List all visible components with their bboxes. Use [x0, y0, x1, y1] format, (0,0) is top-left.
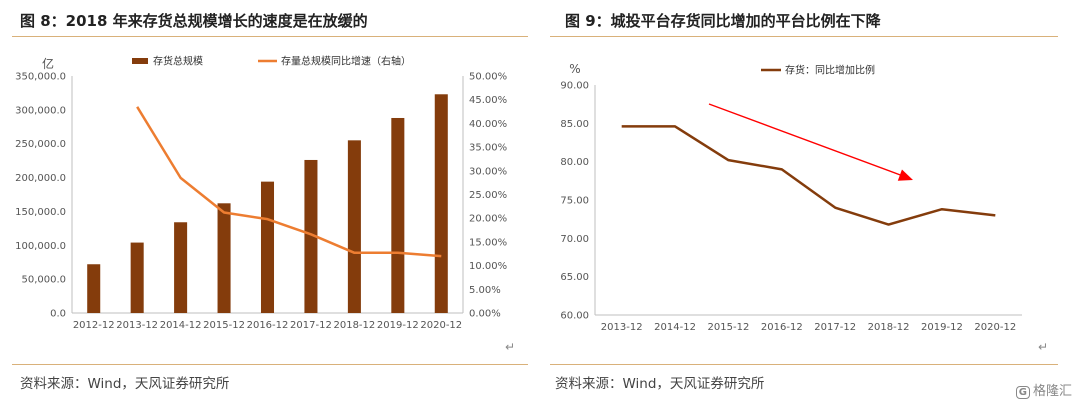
x-tick-label: 2018-12 [868, 322, 910, 333]
line-growth-rate [136, 106, 442, 258]
left-chart-title: 图 8：2018 年来存货总规模增长的速度是在放缓的 [20, 12, 368, 30]
x-tick-label: 2017-12 [290, 320, 332, 331]
trend-arrow-shaft [708, 103, 904, 177]
y-tick-label: 65.00 [560, 272, 589, 283]
y-tick-label: 85.00 [560, 119, 589, 130]
left-chart-svg: 亿 0.0 50,000.0 100,000.0 150,000.0 200,000.0 2… [15, 55, 507, 332]
y-tick-label: 80.00 [560, 157, 589, 168]
x-tick-label: 2015-12 [203, 320, 245, 331]
bar-inventory-scale [87, 264, 101, 313]
right-y-tick-label: 50.00% [469, 72, 507, 83]
x-tick-label: 2016-12 [247, 320, 289, 331]
legend-bar-label: 存货总规模 [153, 55, 203, 68]
left-y-tick-label: 300,000.0 [15, 105, 66, 116]
right-chart-panel: 图 9：城投平台存货同比增加的平台比例在下降 % 60.00 65.00 70.00 7… [545, 0, 1080, 405]
trend-arrow-head-icon [897, 169, 913, 181]
right-y-tick-label: 30.00% [469, 166, 507, 177]
bar-inventory-scale [174, 222, 188, 313]
left-title-rule [12, 36, 528, 37]
right-y-tick-label: 25.00% [469, 190, 507, 201]
y-tick-label: 70.00 [560, 234, 589, 245]
right-y-tick-label: 45.00% [469, 95, 507, 106]
right-y-tick-label: 35.00% [469, 143, 507, 154]
bar-inventory-scale [130, 242, 144, 313]
left-y-tick-label: 250,000.0 [15, 139, 66, 150]
bar-inventory-scale [217, 203, 231, 313]
x-tick-label: 2012-12 [73, 320, 115, 331]
right-title-rule [550, 36, 1058, 37]
left-return-mark: ↵ [505, 340, 516, 354]
bar-inventory-scale [304, 159, 318, 313]
x-tick-label: 2015-12 [708, 322, 750, 333]
bar-inventory-scale [434, 94, 448, 313]
right-return-mark: ↵ [1038, 340, 1049, 354]
left-y-tick-label: 150,000.0 [15, 207, 66, 218]
x-tick-label: 2014-12 [654, 322, 696, 333]
y-tick-label: 90.00 [560, 81, 589, 92]
x-tick-label: 2020-12 [420, 320, 462, 331]
left-y-axis-unit: 亿 [42, 56, 54, 71]
x-tick-label: 2014-12 [160, 320, 202, 331]
right-y-tick-label: 20.00% [469, 214, 507, 225]
left-y-tick-label: 100,000.0 [15, 241, 66, 252]
x-tick-label: 2020-12 [974, 322, 1016, 333]
right-source-text: 资料来源：Wind，天风证券研究所 [555, 376, 765, 392]
left-y-tick-label: 350,000.0 [15, 72, 66, 83]
watermark: G 格隆汇 [1015, 380, 1072, 399]
legend-bar-swatch [132, 58, 148, 64]
watermark-logo-icon: G [1015, 386, 1030, 399]
left-chart-panel: 图 8：2018 年来存货总规模增长的速度是在放缓的 亿 0.0 50,000.0 1… [0, 0, 530, 405]
right-source-rule [550, 364, 1058, 365]
left-y-tick-label: 50,000.0 [21, 275, 66, 286]
line-increase-ratio [621, 125, 996, 226]
legend-line-label: 存量总规模同比增速（右轴） [281, 55, 411, 68]
watermark-text: 格隆汇 [1032, 384, 1072, 399]
x-tick-label: 2013-12 [116, 320, 158, 331]
x-tick-label: 2016-12 [761, 322, 803, 333]
left-y-tick-label: 200,000.0 [15, 173, 66, 184]
y-tick-label: 75.00 [560, 196, 589, 207]
x-tick-label: 2017-12 [814, 322, 856, 333]
right-y-tick-label: 40.00% [469, 119, 507, 130]
right-y-tick-label: 0.00% [469, 309, 501, 320]
right-y-tick-label: 10.00% [469, 261, 507, 272]
left-source-text: 资料来源：Wind，天风证券研究所 [20, 376, 230, 392]
x-tick-label: 2018-12 [333, 320, 375, 331]
bar-inventory-scale [391, 117, 405, 314]
legend-line-label: 存货：同比增加比例 [785, 64, 875, 77]
bar-inventory-scale [260, 181, 275, 313]
x-tick-label: 2019-12 [377, 320, 419, 331]
x-tick-label: 2013-12 [601, 322, 643, 333]
right-y-tick-label: 5.00% [469, 285, 501, 296]
y-tick-label: 60.00 [560, 311, 589, 322]
right-chart-title: 图 9：城投平台存货同比增加的平台比例在下降 [565, 12, 881, 30]
left-source-rule [12, 364, 528, 365]
x-tick-label: 2019-12 [921, 322, 963, 333]
bar-inventory-scale [347, 140, 361, 313]
left-y-tick-label: 0.0 [50, 309, 66, 320]
right-chart-svg: % 60.00 65.00 70.00 75.00 80.00 85.00 90.00 2013… [560, 62, 1022, 333]
right-y-tick-label: 15.00% [469, 237, 507, 248]
right-y-axis-unit: % [569, 62, 580, 76]
